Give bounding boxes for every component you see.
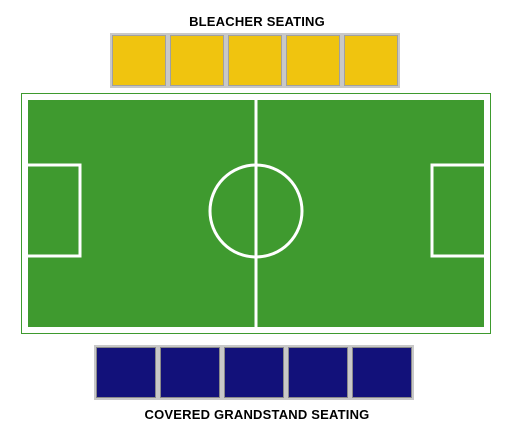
seat-section-bleacher-2[interactable] bbox=[170, 35, 224, 86]
seat-section-grandstand-3[interactable] bbox=[224, 347, 284, 398]
seat-section-bleacher-3[interactable] bbox=[228, 35, 282, 86]
seat-section-bleacher-5[interactable] bbox=[344, 35, 398, 86]
center-circle bbox=[208, 163, 304, 259]
bleacher-seating-row bbox=[110, 33, 400, 88]
seat-section-bleacher-4[interactable] bbox=[286, 35, 340, 86]
seat-section-bleacher-1[interactable] bbox=[112, 35, 166, 86]
grandstand-seating-label: COVERED GRANDSTAND SEATING bbox=[144, 407, 370, 422]
seat-section-grandstand-1[interactable] bbox=[96, 347, 156, 398]
seat-section-grandstand-5[interactable] bbox=[352, 347, 412, 398]
soccer-field bbox=[21, 93, 491, 334]
bleacher-seating-label: BLEACHER SEATING bbox=[189, 14, 325, 29]
soccer-pitch bbox=[28, 100, 484, 327]
right-penalty-box bbox=[430, 163, 484, 258]
seat-section-grandstand-2[interactable] bbox=[160, 347, 220, 398]
seat-section-grandstand-4[interactable] bbox=[288, 347, 348, 398]
grandstand-seating-row bbox=[94, 345, 414, 400]
left-penalty-box bbox=[28, 163, 82, 258]
